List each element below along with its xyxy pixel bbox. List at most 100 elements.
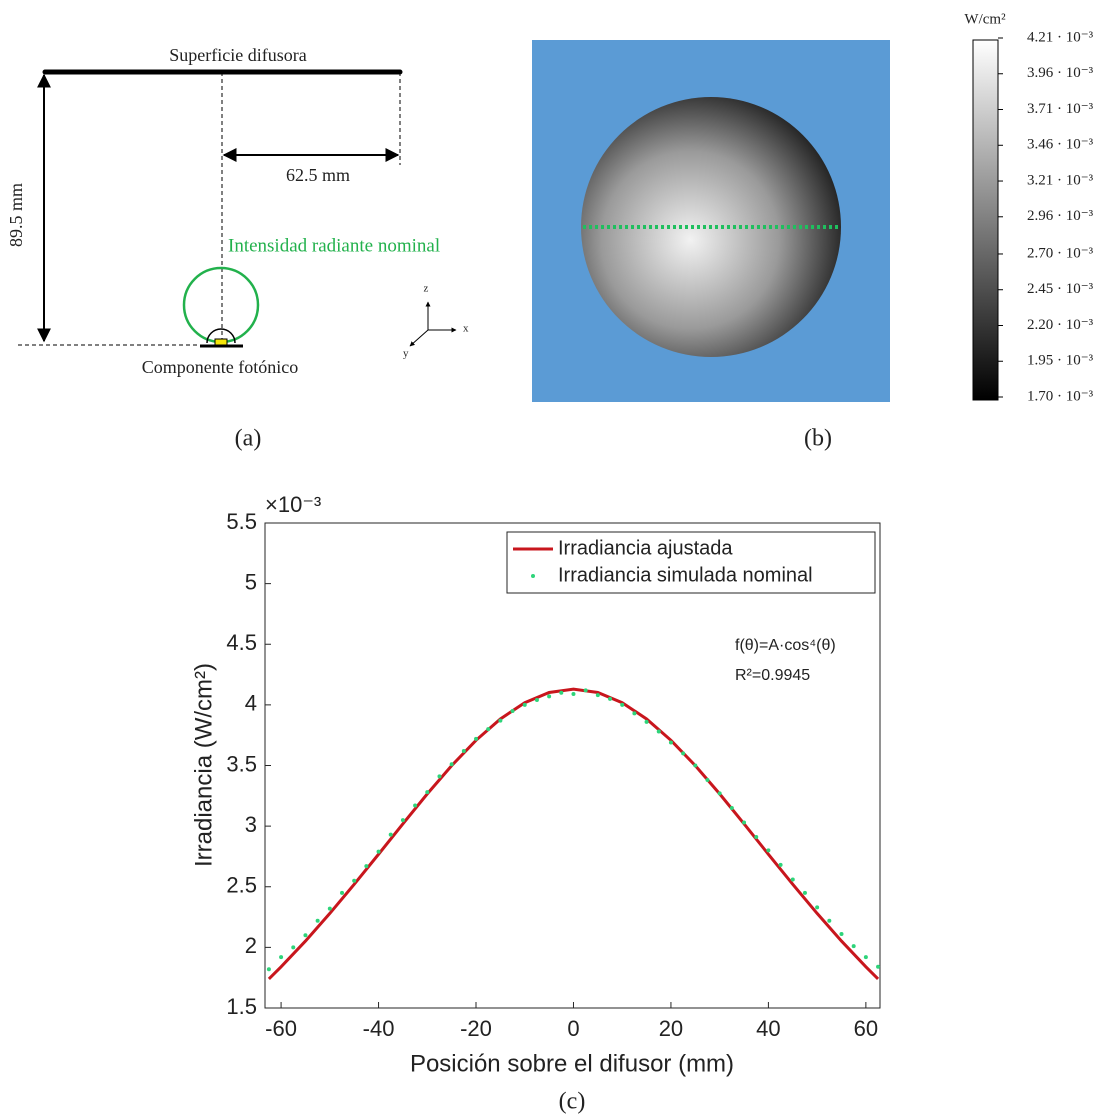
- height-label: 89.5 mm: [6, 183, 26, 247]
- data-point: [839, 932, 844, 937]
- colorbar-tick-label: 2.20 · 10⁻³: [1027, 317, 1094, 333]
- data-point: [583, 688, 588, 693]
- caption: (a): [235, 426, 262, 452]
- data-point: [327, 906, 332, 911]
- y-axis-label: Irradiancia (W/cm²): [190, 663, 217, 867]
- y-tick-label: 1.5: [226, 994, 257, 1019]
- data-point: [742, 820, 747, 825]
- fit-line: [267, 687, 880, 980]
- data-point: [339, 890, 344, 895]
- data-point: [486, 727, 491, 732]
- data-point: [400, 818, 405, 823]
- data-point: [644, 719, 649, 724]
- axis-y: [409, 329, 429, 347]
- colorbar-tick-label: 1.70 · 10⁻³: [1027, 388, 1094, 404]
- y-multiplier: ×10⁻³: [265, 492, 321, 517]
- plot-area: [264, 522, 881, 1009]
- colorbar-tick-label: 2.96 · 10⁻³: [1027, 208, 1094, 224]
- data-point: [863, 955, 868, 960]
- data-point: [461, 748, 466, 753]
- y-tick-label: 5.5: [226, 509, 257, 534]
- colorbar-title: W/cm²: [964, 11, 1006, 27]
- x-tick-label: 20: [659, 1016, 683, 1041]
- colorbar-tick-label: 2.45 · 10⁻³: [1027, 281, 1094, 297]
- y-tick-label: 3: [245, 812, 257, 837]
- data-point: [790, 877, 795, 882]
- y-tick-label: 2: [245, 933, 257, 958]
- data-point: [522, 702, 527, 707]
- data-point: [778, 862, 783, 867]
- colorbar: [972, 39, 999, 401]
- data-point: [376, 849, 381, 854]
- emitter-dome: [206, 328, 236, 344]
- annotation: f(θ)=A·cos⁴(θ): [735, 637, 836, 654]
- intensity-label: Intensidad radiante nominal: [228, 235, 440, 256]
- data-point: [425, 790, 430, 795]
- colorbar-tick-label: 3.96 · 10⁻³: [1027, 65, 1094, 81]
- data-point: [717, 791, 722, 796]
- x-tick-label: 40: [756, 1016, 780, 1041]
- data-point: [266, 967, 271, 972]
- y-tick-label: 4: [245, 691, 257, 716]
- data-point: [437, 774, 442, 779]
- data-point: [620, 702, 625, 707]
- data-point: [802, 890, 807, 895]
- data-point: [656, 729, 661, 734]
- x-tick-label: -40: [363, 1016, 395, 1041]
- data-point: [498, 718, 503, 723]
- data-point: [364, 864, 369, 869]
- data-point: [827, 918, 832, 923]
- colorbar-tick-label: 2.70 · 10⁻³: [1027, 245, 1094, 261]
- data-point: [632, 711, 637, 716]
- diagram: Superficie difusora 62.5 mm 89.5 mm Inte…: [6, 45, 469, 451]
- data-point: [705, 778, 710, 783]
- data-point: [547, 694, 552, 699]
- colorbar-tick-label: 4.21 · 10⁻³: [1027, 29, 1094, 45]
- annotation: R²=0.9945: [735, 667, 810, 684]
- data-point: [559, 690, 564, 695]
- legend-box: [506, 531, 876, 594]
- data-point: [303, 933, 308, 938]
- x-tick-label: -60: [265, 1016, 297, 1041]
- data-point: [729, 805, 734, 810]
- caption: (b): [804, 426, 832, 452]
- y-tick-label: 4.5: [226, 630, 257, 655]
- x-axis-label: Posición sobre el difusor (mm): [410, 1050, 734, 1077]
- data-point: [279, 955, 284, 960]
- data-point: [668, 740, 673, 745]
- data-point: [766, 848, 771, 853]
- data-point: [754, 835, 759, 840]
- data-point: [595, 693, 600, 698]
- data-point: [571, 691, 576, 696]
- emitter-chip: [214, 338, 228, 346]
- colorbar-tick-label: 3.71 · 10⁻³: [1027, 101, 1094, 117]
- colorbar-tick-label: 1.95 · 10⁻³: [1027, 353, 1094, 369]
- x-tick-label: 0: [567, 1016, 579, 1041]
- axis-z-label: z: [424, 283, 429, 295]
- data-point: [291, 945, 296, 950]
- legend-label: Irradiancia simulada nominal: [558, 564, 813, 586]
- data-point: [474, 736, 479, 741]
- data-point: [510, 708, 515, 713]
- y-tick-label: 3.5: [226, 751, 257, 776]
- y-tick-label: 2.5: [226, 873, 257, 898]
- surface-label: Superficie difusora: [169, 45, 306, 65]
- axis-y-label: y: [403, 348, 409, 360]
- width-label: 62.5 mm: [286, 165, 350, 185]
- data-point: [608, 696, 613, 701]
- data-point: [352, 878, 357, 883]
- data-point: [413, 803, 418, 808]
- data-point: [851, 944, 856, 949]
- axis-x-label: x: [463, 323, 469, 335]
- x-tick-label: -20: [460, 1016, 492, 1041]
- legend-swatch: [531, 574, 535, 578]
- y-tick-label: 5: [245, 569, 257, 594]
- data-point: [815, 905, 820, 910]
- irradiance-map: W/cm² (b): [532, 11, 1006, 452]
- component-label: Componente fotónico: [142, 357, 298, 377]
- data-point: [315, 918, 320, 923]
- legend-label: Irradiancia ajustada: [558, 537, 733, 559]
- colorbar-tick-label: 3.21 · 10⁻³: [1027, 172, 1094, 188]
